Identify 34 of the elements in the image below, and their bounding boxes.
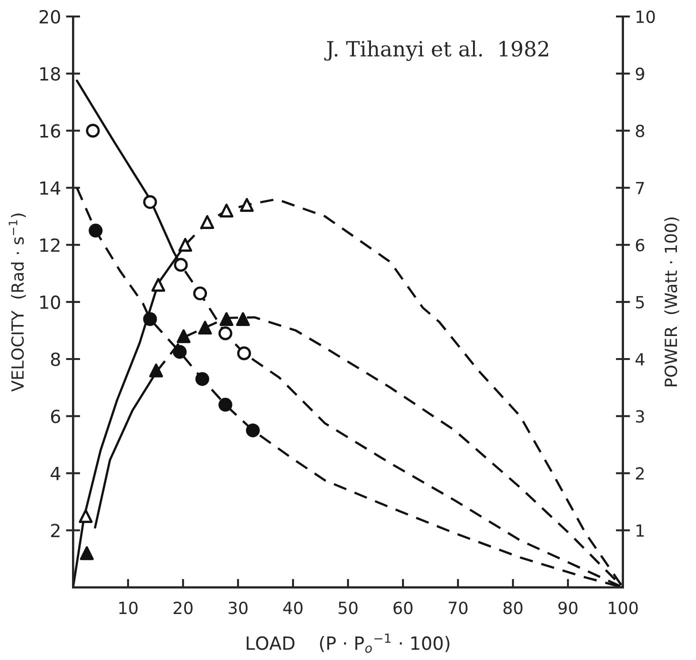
x-tick-label: 20: [174, 602, 193, 614]
y-tick-label: 16: [40, 124, 60, 138]
y-tick-label: 2: [51, 524, 60, 538]
y2-tick-label: 5: [636, 296, 644, 309]
y2-axis-title: POWER (Watt · 100): [664, 218, 680, 386]
x-tick-label: 30: [228, 602, 248, 614]
y-tick-label: 4: [50, 466, 60, 480]
y2-tick-label: 4: [636, 353, 644, 366]
y2-tick-label: 3: [636, 410, 644, 423]
x-tick-label: 80: [503, 602, 522, 614]
y-tick-label: 12: [40, 238, 60, 252]
y2-tick-label: 9: [636, 68, 644, 80]
x-tick-label: 60: [394, 602, 412, 614]
x-axis-title: LOAD (P · P$_{o}$$^{−1}$ · 100): [246, 634, 450, 653]
x-tick-label: 40: [283, 602, 303, 614]
y-tick-label: 20: [40, 10, 60, 24]
y2-tick-label: 10: [636, 10, 655, 24]
y-tick-label: 14: [40, 181, 60, 195]
y-tick-label: 8: [51, 352, 60, 366]
y2-tick-label: 1: [636, 524, 644, 537]
y-tick-label: 18: [40, 67, 60, 81]
x-tick-label: 90: [558, 602, 578, 614]
x-tick-label: 10: [119, 602, 138, 614]
y-tick-label: 10: [40, 295, 60, 310]
y2-tick-label: 2: [636, 467, 644, 480]
annotation: J. Tihanyi et al. 1982: [324, 40, 548, 61]
y2-tick-label: 8: [636, 124, 644, 138]
x-tick-label: 100: [608, 602, 638, 614]
x-tick-label: 50: [338, 602, 358, 614]
y2-tick-label: 6: [636, 238, 644, 252]
y-axis-title: VELOCITY (Rad · s$^{−1}$): [8, 214, 26, 392]
y2-tick-label: 7: [636, 182, 644, 194]
x-tick-label: 70: [448, 602, 468, 614]
y-tick-label: 6: [51, 410, 60, 424]
